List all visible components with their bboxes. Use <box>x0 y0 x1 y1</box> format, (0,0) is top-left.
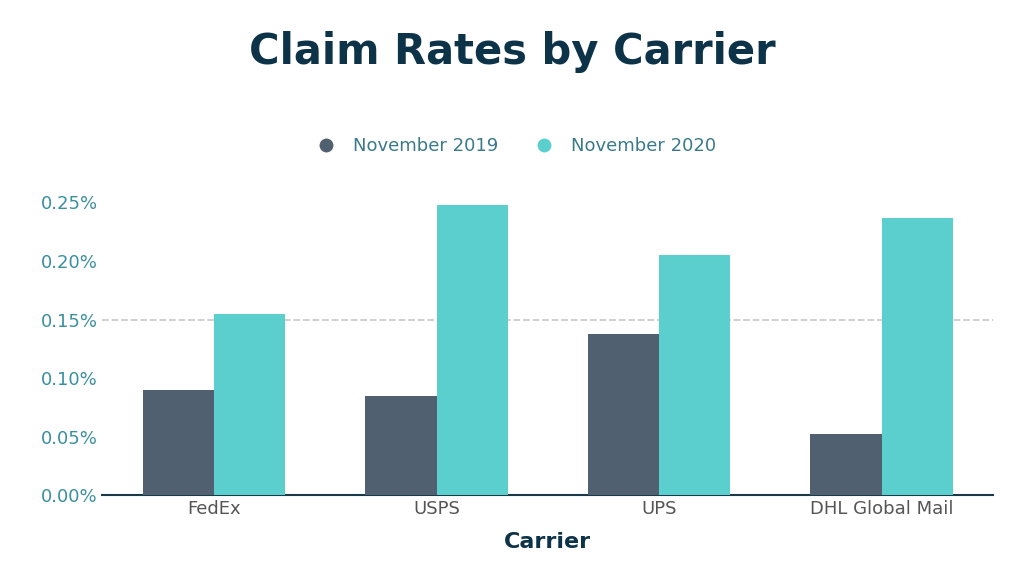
Bar <box>436 204 508 495</box>
Bar <box>659 255 730 495</box>
Bar <box>588 334 659 495</box>
Bar <box>882 218 952 495</box>
Bar <box>214 314 286 495</box>
Bar <box>366 396 436 495</box>
X-axis label: Carrier: Carrier <box>504 532 592 552</box>
Bar <box>143 390 214 495</box>
Legend: November 2019, November 2020: November 2019, November 2020 <box>301 130 723 162</box>
Text: Claim Rates by Carrier: Claim Rates by Carrier <box>249 31 775 73</box>
Bar <box>810 434 882 495</box>
